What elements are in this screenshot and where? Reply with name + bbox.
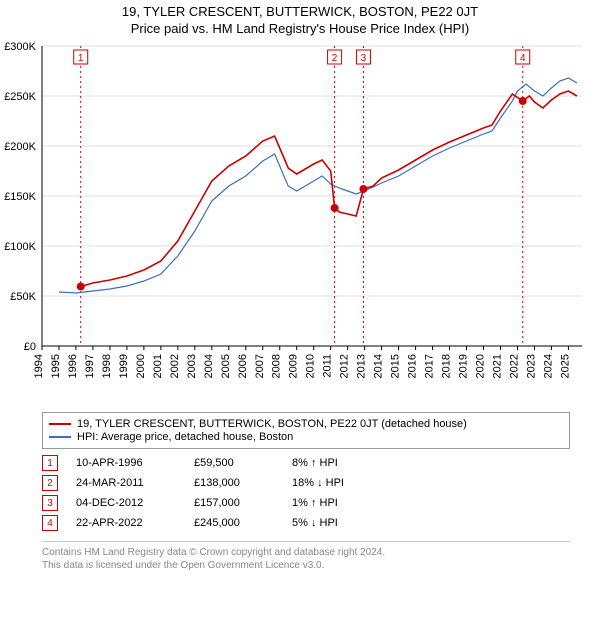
svg-text:1998: 1998 — [101, 354, 113, 378]
svg-text:1: 1 — [78, 53, 84, 64]
tx-delta: 5% ↓ HPI — [292, 517, 392, 529]
tx-delta: 18% ↓ HPI — [292, 477, 392, 489]
svg-text:2000: 2000 — [135, 354, 147, 378]
tx-delta: 8% ↑ HPI — [292, 457, 392, 469]
svg-text:1997: 1997 — [84, 354, 96, 378]
svg-text:2004: 2004 — [203, 354, 215, 378]
tx-delta: 1% ↑ HPI — [292, 497, 392, 509]
svg-text:1999: 1999 — [118, 354, 130, 378]
legend: 19, TYLER CRESCENT, BUTTERWICK, BOSTON, … — [42, 412, 570, 449]
svg-text:2024: 2024 — [542, 354, 554, 378]
svg-text:2025: 2025 — [559, 354, 571, 378]
transaction-row: 2 24-MAR-2011 £138,000 18% ↓ HPI — [42, 473, 570, 493]
svg-text:2015: 2015 — [390, 354, 402, 378]
svg-text:£0: £0 — [24, 341, 36, 353]
tx-date: 24-MAR-2011 — [76, 477, 176, 489]
footnote: Contains HM Land Registry data © Crown c… — [42, 541, 570, 572]
svg-text:2008: 2008 — [271, 354, 283, 378]
tx-price: £157,000 — [194, 497, 274, 509]
svg-text:2007: 2007 — [254, 354, 266, 378]
svg-text:2012: 2012 — [339, 354, 351, 378]
svg-text:2011: 2011 — [322, 354, 334, 378]
svg-text:2002: 2002 — [169, 354, 181, 378]
legend-swatch-hpi — [49, 436, 71, 438]
svg-text:2013: 2013 — [356, 354, 368, 378]
svg-text:£200K: £200K — [4, 141, 36, 153]
legend-label-property: 19, TYLER CRESCENT, BUTTERWICK, BOSTON, … — [77, 418, 467, 430]
transaction-row: 4 22-APR-2022 £245,000 5% ↓ HPI — [42, 513, 570, 533]
price-chart: £0 £50K £100K £150K £200K £250K £300K 1994 1995 1… — [0, 36, 600, 406]
legend-label-hpi: HPI: Average price, detached house, Bost… — [77, 431, 293, 443]
svg-text:£250K: £250K — [4, 91, 36, 103]
svg-text:1994: 1994 — [33, 354, 45, 378]
svg-text:2021: 2021 — [491, 354, 503, 378]
footnote-line2: This data is licensed under the Open Gov… — [42, 559, 570, 572]
tx-date: 10-APR-1996 — [76, 457, 176, 469]
svg-text:£50K: £50K — [10, 291, 36, 303]
svg-text:2010: 2010 — [305, 354, 317, 378]
svg-text:2: 2 — [332, 53, 338, 64]
svg-text:2005: 2005 — [220, 354, 232, 378]
transactions-table: 1 10-APR-1996 £59,500 8% ↑ HPI 2 24-MAR-2011 £… — [42, 453, 570, 533]
legend-swatch-property — [49, 423, 71, 425]
tx-marker: 2 — [42, 475, 58, 491]
transaction-row: 1 10-APR-1996 £59,500 8% ↑ HPI — [42, 453, 570, 473]
svg-text:2022: 2022 — [508, 354, 520, 378]
svg-text:2020: 2020 — [475, 354, 487, 378]
svg-text:2003: 2003 — [186, 354, 198, 378]
svg-text:2017: 2017 — [424, 354, 436, 378]
svg-text:2023: 2023 — [525, 354, 537, 378]
svg-text:£300K: £300K — [4, 41, 36, 53]
svg-text:2016: 2016 — [407, 354, 419, 378]
title-subtitle: Price paid vs. HM Land Registry's House … — [0, 21, 600, 36]
tx-marker: 3 — [42, 495, 58, 511]
svg-text:2006: 2006 — [237, 354, 249, 378]
title-address: 19, TYLER CRESCENT, BUTTERWICK, BOSTON, … — [0, 4, 600, 19]
tx-marker: 1 — [42, 455, 58, 471]
svg-text:1996: 1996 — [67, 354, 79, 378]
legend-row-hpi: HPI: Average price, detached house, Bost… — [49, 431, 563, 443]
tx-date: 04-DEC-2012 — [76, 497, 176, 509]
transaction-row: 3 04-DEC-2012 £157,000 1% ↑ HPI — [42, 493, 570, 513]
svg-text:2001: 2001 — [152, 354, 164, 378]
svg-text:2019: 2019 — [458, 354, 470, 378]
tx-price: £138,000 — [194, 477, 274, 489]
tx-price: £245,000 — [194, 517, 274, 529]
svg-text:1995: 1995 — [50, 354, 62, 378]
svg-text:3: 3 — [361, 53, 367, 64]
legend-row-property: 19, TYLER CRESCENT, BUTTERWICK, BOSTON, … — [49, 418, 563, 430]
svg-text:2014: 2014 — [373, 354, 385, 378]
chart-container: £0 £50K £100K £150K £200K £250K £300K 1994 1995 1… — [0, 36, 600, 406]
chart-title-block: 19, TYLER CRESCENT, BUTTERWICK, BOSTON, … — [0, 0, 600, 36]
svg-text:2009: 2009 — [288, 354, 300, 378]
tx-price: £59,500 — [194, 457, 274, 469]
tx-marker: 4 — [42, 515, 58, 531]
svg-text:£100K: £100K — [4, 241, 36, 253]
footnote-line1: Contains HM Land Registry data © Crown c… — [42, 546, 570, 559]
svg-text:£150K: £150K — [4, 191, 36, 203]
tx-date: 22-APR-2022 — [76, 517, 176, 529]
svg-text:4: 4 — [520, 53, 526, 64]
svg-text:2018: 2018 — [441, 354, 453, 378]
